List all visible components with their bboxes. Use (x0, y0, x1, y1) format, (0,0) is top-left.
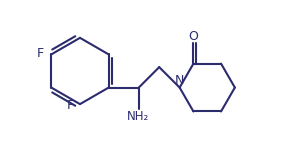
Text: O: O (189, 29, 198, 43)
Text: F: F (37, 47, 44, 60)
Text: F: F (67, 99, 74, 112)
Text: N: N (175, 74, 184, 87)
Text: NH₂: NH₂ (126, 110, 149, 123)
